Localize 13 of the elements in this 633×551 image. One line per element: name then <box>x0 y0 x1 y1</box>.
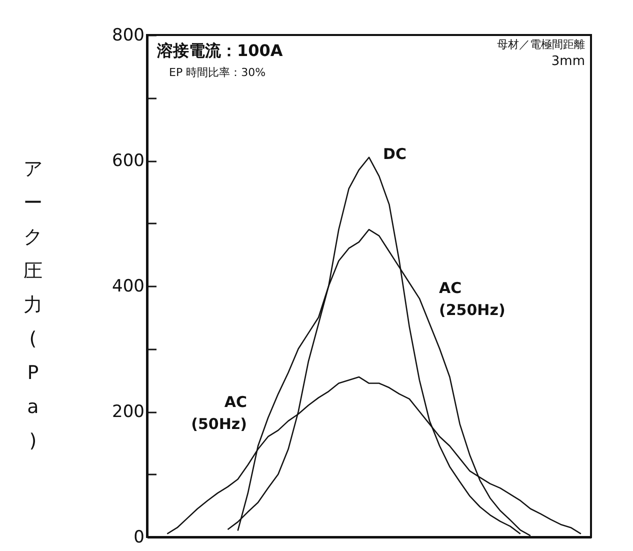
y-tick-label: 0 <box>134 528 144 548</box>
annotation: 母材／電極間距離 <box>497 38 585 51</box>
y-tick-label: 200 <box>112 402 144 422</box>
annotation: EP 時間比率：30% <box>169 66 266 79</box>
annotation: 3mm <box>551 54 585 69</box>
series-label: DC <box>383 145 406 163</box>
series-label: AC (250Hz) <box>439 279 506 319</box>
annotation: 溶接電流：100A <box>156 41 284 60</box>
y-tick-label: 800 <box>112 26 144 46</box>
text: アーク圧力 (Pa) <box>24 158 42 452</box>
y-tick-label: 400 <box>112 276 144 296</box>
series-label: AC (50Hz) <box>191 393 247 433</box>
y-tick-label: 600 <box>112 151 144 171</box>
